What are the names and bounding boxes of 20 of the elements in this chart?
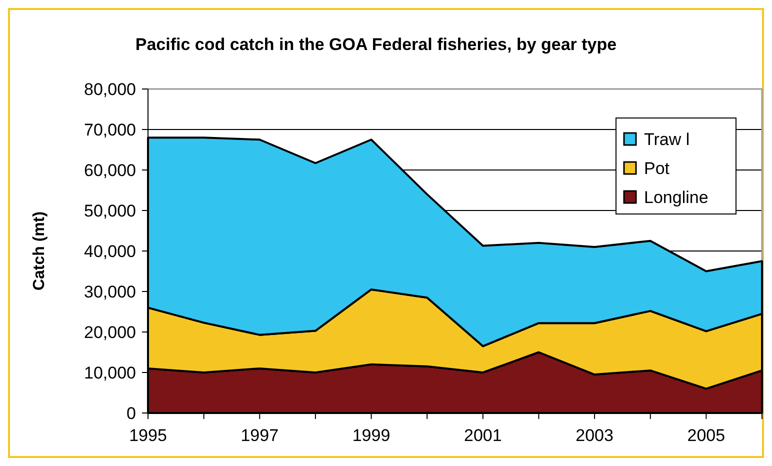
x-tick-label: 1997	[240, 426, 279, 445]
y-axis-title: Catch (mt)	[31, 211, 48, 291]
y-tick-label: 20,000	[84, 323, 136, 342]
legend-label: Traw l	[644, 130, 690, 149]
y-tick-label: 0	[126, 404, 136, 423]
y-tick-label: 40,000	[84, 242, 136, 261]
chart-title: Pacific cod catch in the GOA Federal fisheries, by gear type	[135, 35, 617, 54]
x-tick-label: 1999	[352, 426, 390, 445]
x-tick-label: 1995	[129, 426, 167, 445]
x-tick-label: 2005	[687, 426, 726, 445]
y-tick-label: 50,000	[84, 202, 136, 220]
y-tick-label: 70,000	[84, 120, 136, 140]
y-tick-label: 60,000	[84, 161, 136, 180]
x-tick-label: 2001	[464, 426, 502, 445]
legend-label: Pot	[644, 159, 670, 178]
y-tick-label: 30,000	[84, 282, 136, 302]
legend-label: Longline	[644, 188, 708, 207]
y-tick-label: 10,000	[84, 364, 136, 382]
y-tick-label: 80,000	[84, 80, 136, 99]
x-tick-label: 2003	[576, 426, 614, 445]
